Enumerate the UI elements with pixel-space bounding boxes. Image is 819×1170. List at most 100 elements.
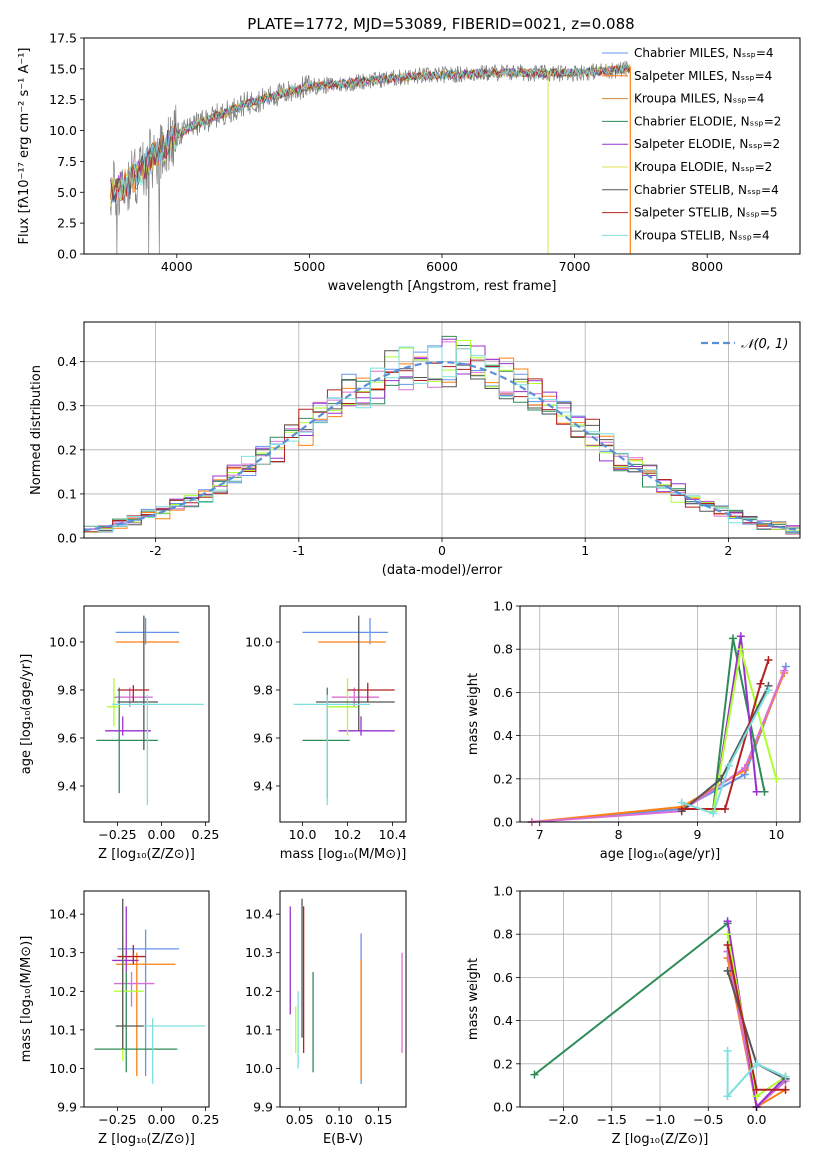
y-tick-label: 0.2 xyxy=(493,771,513,786)
x-tick-label: 9 xyxy=(693,827,701,842)
y-tick-label: 0.6 xyxy=(493,685,513,700)
y-tick-label: 0.3 xyxy=(57,398,77,413)
y-tick-label: 10.0 xyxy=(245,635,273,650)
panel-residuals: -2 -1 0 1 2 0.0 0.1 0.2 0.3 0.4 (data-model)/error… xyxy=(29,321,801,578)
x-tick-label: 2 xyxy=(724,543,732,558)
plot-area xyxy=(83,335,801,535)
axes-frame xyxy=(83,890,210,1108)
x-axis-label: Z [log₁₀(Z/Z⊙)] xyxy=(98,1132,195,1147)
x-tick-label: 8000 xyxy=(691,259,723,274)
y-axis-label: Normed distribution xyxy=(29,365,44,495)
y-tick-label: 7.5 xyxy=(57,154,77,169)
y-tick-label: 0.1 xyxy=(57,486,77,501)
mass-weight-marker xyxy=(709,809,718,818)
legend-label: Salpeter STELIB, Nₛₛₚ=5 xyxy=(634,206,778,220)
mass-weight-marker xyxy=(728,634,737,643)
panel-age-vs-mass: 10.0 10.2 10.4 9.4 9.6 9.8 10.0 mass [log₁₀(M/M… xyxy=(245,605,407,862)
mass-weight-marker xyxy=(723,930,732,939)
legend-label: Kroupa ELODIE, Nₛₛₚ=2 xyxy=(634,160,772,174)
mass-weight-marker xyxy=(752,1059,761,1068)
y-tick-label: 10.0 xyxy=(49,123,77,138)
plot-area xyxy=(530,917,790,1111)
mass-weight-marker xyxy=(723,917,732,926)
panel-spectrum: 4000 5000 6000 7000 8000 0.0 2.5 5.0 7.5 10.0 12.5… xyxy=(17,31,801,294)
mass-weight-marker xyxy=(736,645,745,654)
mass-weight-marker xyxy=(752,787,761,796)
x-axis-label: E(B-V) xyxy=(323,1132,363,1147)
errorbar-point xyxy=(327,678,359,736)
mass-weight-marker xyxy=(756,679,765,688)
x-tick-label: −1.5 xyxy=(597,1112,627,1127)
legend-label: Kroupa STELIB, Nₛₛₚ=4 xyxy=(634,228,770,242)
mass-weight-line xyxy=(681,689,770,815)
y-tick-label: 0.4 xyxy=(493,1013,513,1028)
x-tick-label: 7000 xyxy=(559,259,591,274)
spectrum-legend: Chabrier MILES, Nₛₛₚ=4 Salpeter MILES, Nₛ… xyxy=(602,46,781,242)
errorbar-point xyxy=(302,618,388,645)
mass-weight-marker xyxy=(725,761,734,770)
errorbar-point xyxy=(113,933,144,1061)
mass-weight-marker xyxy=(723,1092,732,1101)
axes-frame xyxy=(279,605,407,823)
y-tick-label: 0.4 xyxy=(57,354,77,369)
y-tick-label: 9.9 xyxy=(57,1100,77,1115)
x-tick-label: 0.00 xyxy=(148,1112,176,1127)
y-axis-label: Flux [fλ10⁻¹⁷ erg cm⁻² s⁻¹ A⁻¹] xyxy=(17,48,32,245)
x-tick-label: 0.25 xyxy=(192,827,220,842)
mass-weight-marker xyxy=(740,764,749,772)
errorbar-point xyxy=(293,694,370,806)
errorbar-point xyxy=(331,687,379,707)
y-tick-label: 9.4 xyxy=(57,779,77,794)
y-axis-label: age [log₁₀(age/yr)] xyxy=(19,654,34,775)
mass-weight-marker xyxy=(760,787,769,796)
x-tick-label: 10.2 xyxy=(334,827,362,842)
mass-weight-marker xyxy=(721,805,730,814)
errorbar-point xyxy=(117,615,158,750)
y-tick-label: 9.6 xyxy=(57,731,77,746)
x-axis-label: mass [log₁₀(M/M⊙)] xyxy=(280,847,407,862)
legend-label: Chabrier ELODIE, Nₛₛₚ=2 xyxy=(634,114,781,128)
y-tick-label: 17.5 xyxy=(49,31,77,46)
panel-mass-vs-EBV: 0.05 0.10 0.15 9.9 10.0 10.1 10.2 10.3 10.4 E(B-V… xyxy=(245,890,407,1147)
y-tick-label: 0.0 xyxy=(57,531,77,546)
errorbar-point xyxy=(113,972,155,1007)
residual-histogram-step xyxy=(84,350,800,534)
x-tick-label: −0.5 xyxy=(693,1112,723,1127)
normal-distribution-curve xyxy=(83,360,801,532)
y-axis-label: mass weight xyxy=(466,673,481,755)
y-tick-label: 0.6 xyxy=(493,970,513,985)
mass-weight-marker xyxy=(772,774,781,783)
y-tick-label: 10.0 xyxy=(49,1061,77,1076)
panel-mass-vs-Z: −0.25 0.00 0.25 9.9 10.0 10.1 10.2 10.3 10.4 Z [l… xyxy=(19,890,219,1147)
errorbar-point xyxy=(143,1018,206,1084)
y-tick-label: 1.0 xyxy=(493,599,513,614)
panel-age-vs-Z: −0.25 0.00 0.25 9.4 9.6 9.8 10.0 Z [log₁₀(Z/Z⊙)… xyxy=(19,605,220,862)
plot-area xyxy=(293,615,395,806)
errorbar-point xyxy=(112,906,139,972)
mass-weight-marker xyxy=(736,632,745,641)
y-tick-label: 12.5 xyxy=(49,92,77,107)
errorbar-point xyxy=(117,945,146,965)
plot-area xyxy=(289,898,403,1084)
mass-weight-line xyxy=(531,670,786,823)
x-tick-label: 10.0 xyxy=(289,827,317,842)
errorbar-point xyxy=(316,615,395,731)
legend-label: 𝒩(0, 1) xyxy=(741,337,788,352)
legend-label: Salpeter MILES, Nₛₛₚ=4 xyxy=(634,69,772,83)
y-tick-label: 10.0 xyxy=(245,1061,273,1076)
errorbar-point xyxy=(96,687,158,794)
y-tick-label: 0.2 xyxy=(493,1056,513,1071)
x-tick-label: 8 xyxy=(615,827,623,842)
mass-weight-marker xyxy=(764,656,773,664)
errorbar-point xyxy=(115,618,180,645)
legend-label: Salpeter ELODIE, Nₛₛₚ=2 xyxy=(634,137,780,151)
y-tick-label: 15.0 xyxy=(49,61,77,76)
y-tick-label: 0.8 xyxy=(493,927,513,942)
x-axis-label: wavelength [Angstrom, rest frame] xyxy=(328,279,557,294)
mass-weight-marker xyxy=(780,666,789,675)
x-tick-label: 0.05 xyxy=(286,1112,314,1127)
x-tick-label: 10.4 xyxy=(379,827,407,842)
y-tick-label: 2.5 xyxy=(57,216,77,231)
axes-frame xyxy=(279,890,407,1108)
x-tick-label: 0.10 xyxy=(325,1112,353,1127)
